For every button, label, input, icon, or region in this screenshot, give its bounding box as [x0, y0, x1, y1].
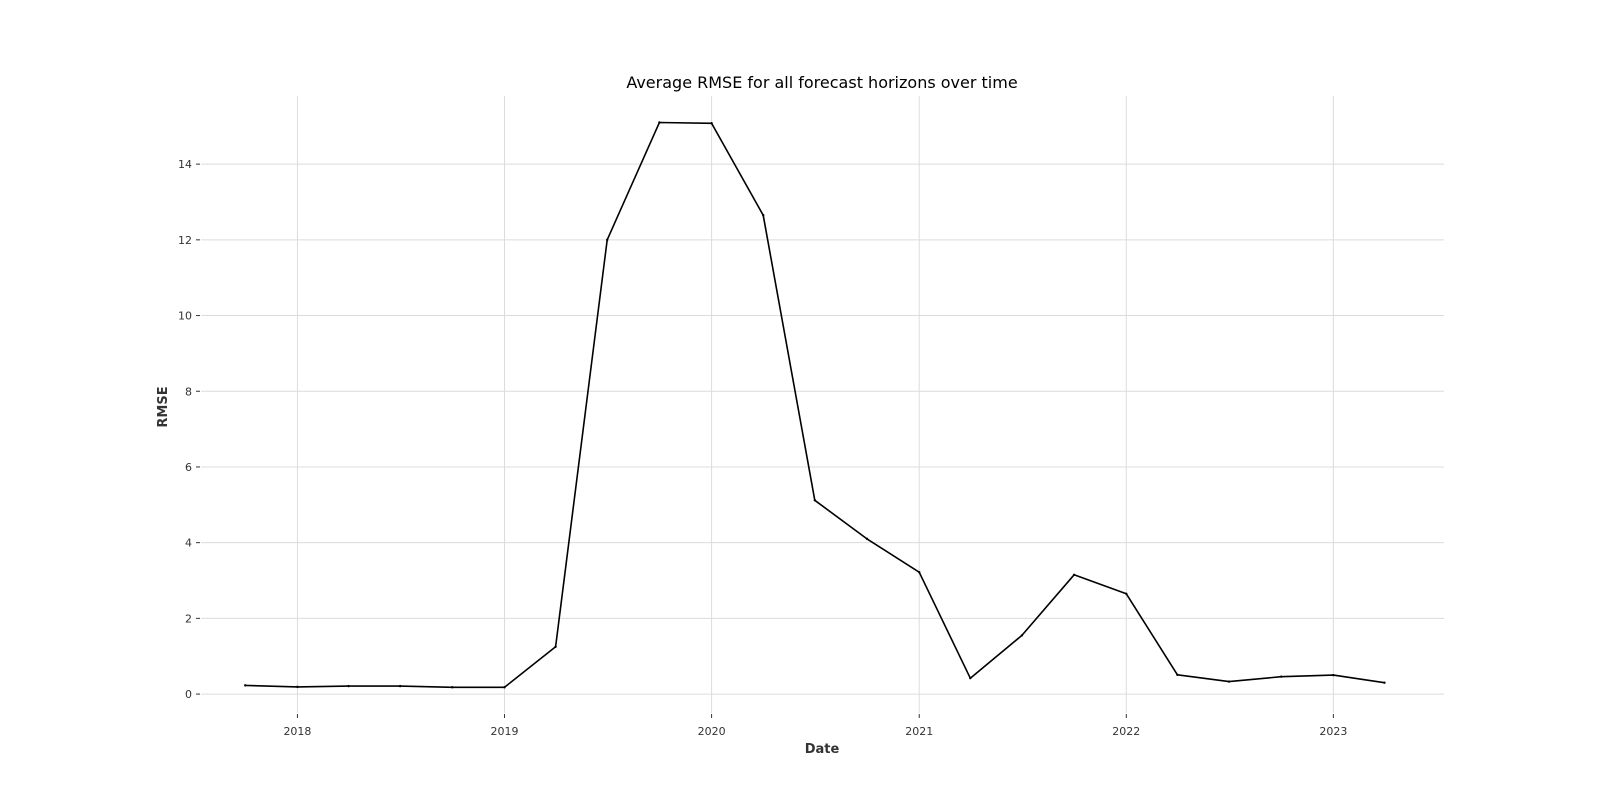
data-point	[1332, 673, 1335, 677]
data-point	[244, 684, 247, 687]
y-axis-label: RMSE	[156, 386, 171, 427]
y-tick-label: 4	[185, 537, 192, 550]
y-tick-label: 0	[185, 688, 192, 701]
y-tick-label: 6	[185, 461, 192, 474]
y-tick-label: 8	[185, 385, 192, 398]
grid	[201, 96, 1444, 713]
x-tick-label: 2021	[905, 725, 933, 738]
y-tick-label: 10	[178, 310, 192, 323]
x-tick-label: 2023	[1319, 725, 1347, 738]
data-point	[1176, 673, 1179, 676]
data-point	[1072, 573, 1076, 577]
y-tick-label: 2	[185, 612, 192, 625]
data-point	[1227, 680, 1231, 683]
data-point	[296, 685, 299, 689]
data-point	[503, 686, 506, 689]
data-point	[554, 645, 557, 648]
data-point	[1383, 681, 1386, 684]
x-tick-label: 2019	[491, 725, 519, 738]
data-point	[1125, 592, 1128, 595]
data-point	[1279, 675, 1283, 678]
y-axis-ticks: 0 2 4 6 8 10 12 14	[178, 158, 200, 701]
data-point	[1020, 634, 1024, 637]
data-point	[762, 214, 765, 217]
chart-title: Average RMSE for all forecast horizons o…	[626, 73, 1017, 92]
data-point	[918, 570, 921, 574]
x-axis-ticks: 2018 2019 2020 2021 2022 2023	[283, 714, 1347, 738]
y-tick-label: 12	[178, 234, 192, 247]
data-point	[813, 499, 817, 502]
data-point	[347, 684, 350, 688]
data-point	[606, 238, 609, 242]
data-point	[710, 122, 713, 125]
series-group	[244, 121, 1386, 689]
x-tick-label: 2022	[1112, 725, 1140, 738]
series-line-0	[245, 121, 1385, 689]
x-tick-label: 2020	[698, 725, 726, 738]
data-point	[658, 121, 661, 124]
x-axis-label: Date	[805, 742, 840, 757]
data-point	[865, 537, 869, 541]
data-point	[451, 686, 454, 689]
x-tick-label: 2018	[283, 725, 311, 738]
data-point	[969, 676, 972, 680]
y-tick-label: 14	[178, 158, 192, 171]
data-point	[398, 684, 402, 688]
